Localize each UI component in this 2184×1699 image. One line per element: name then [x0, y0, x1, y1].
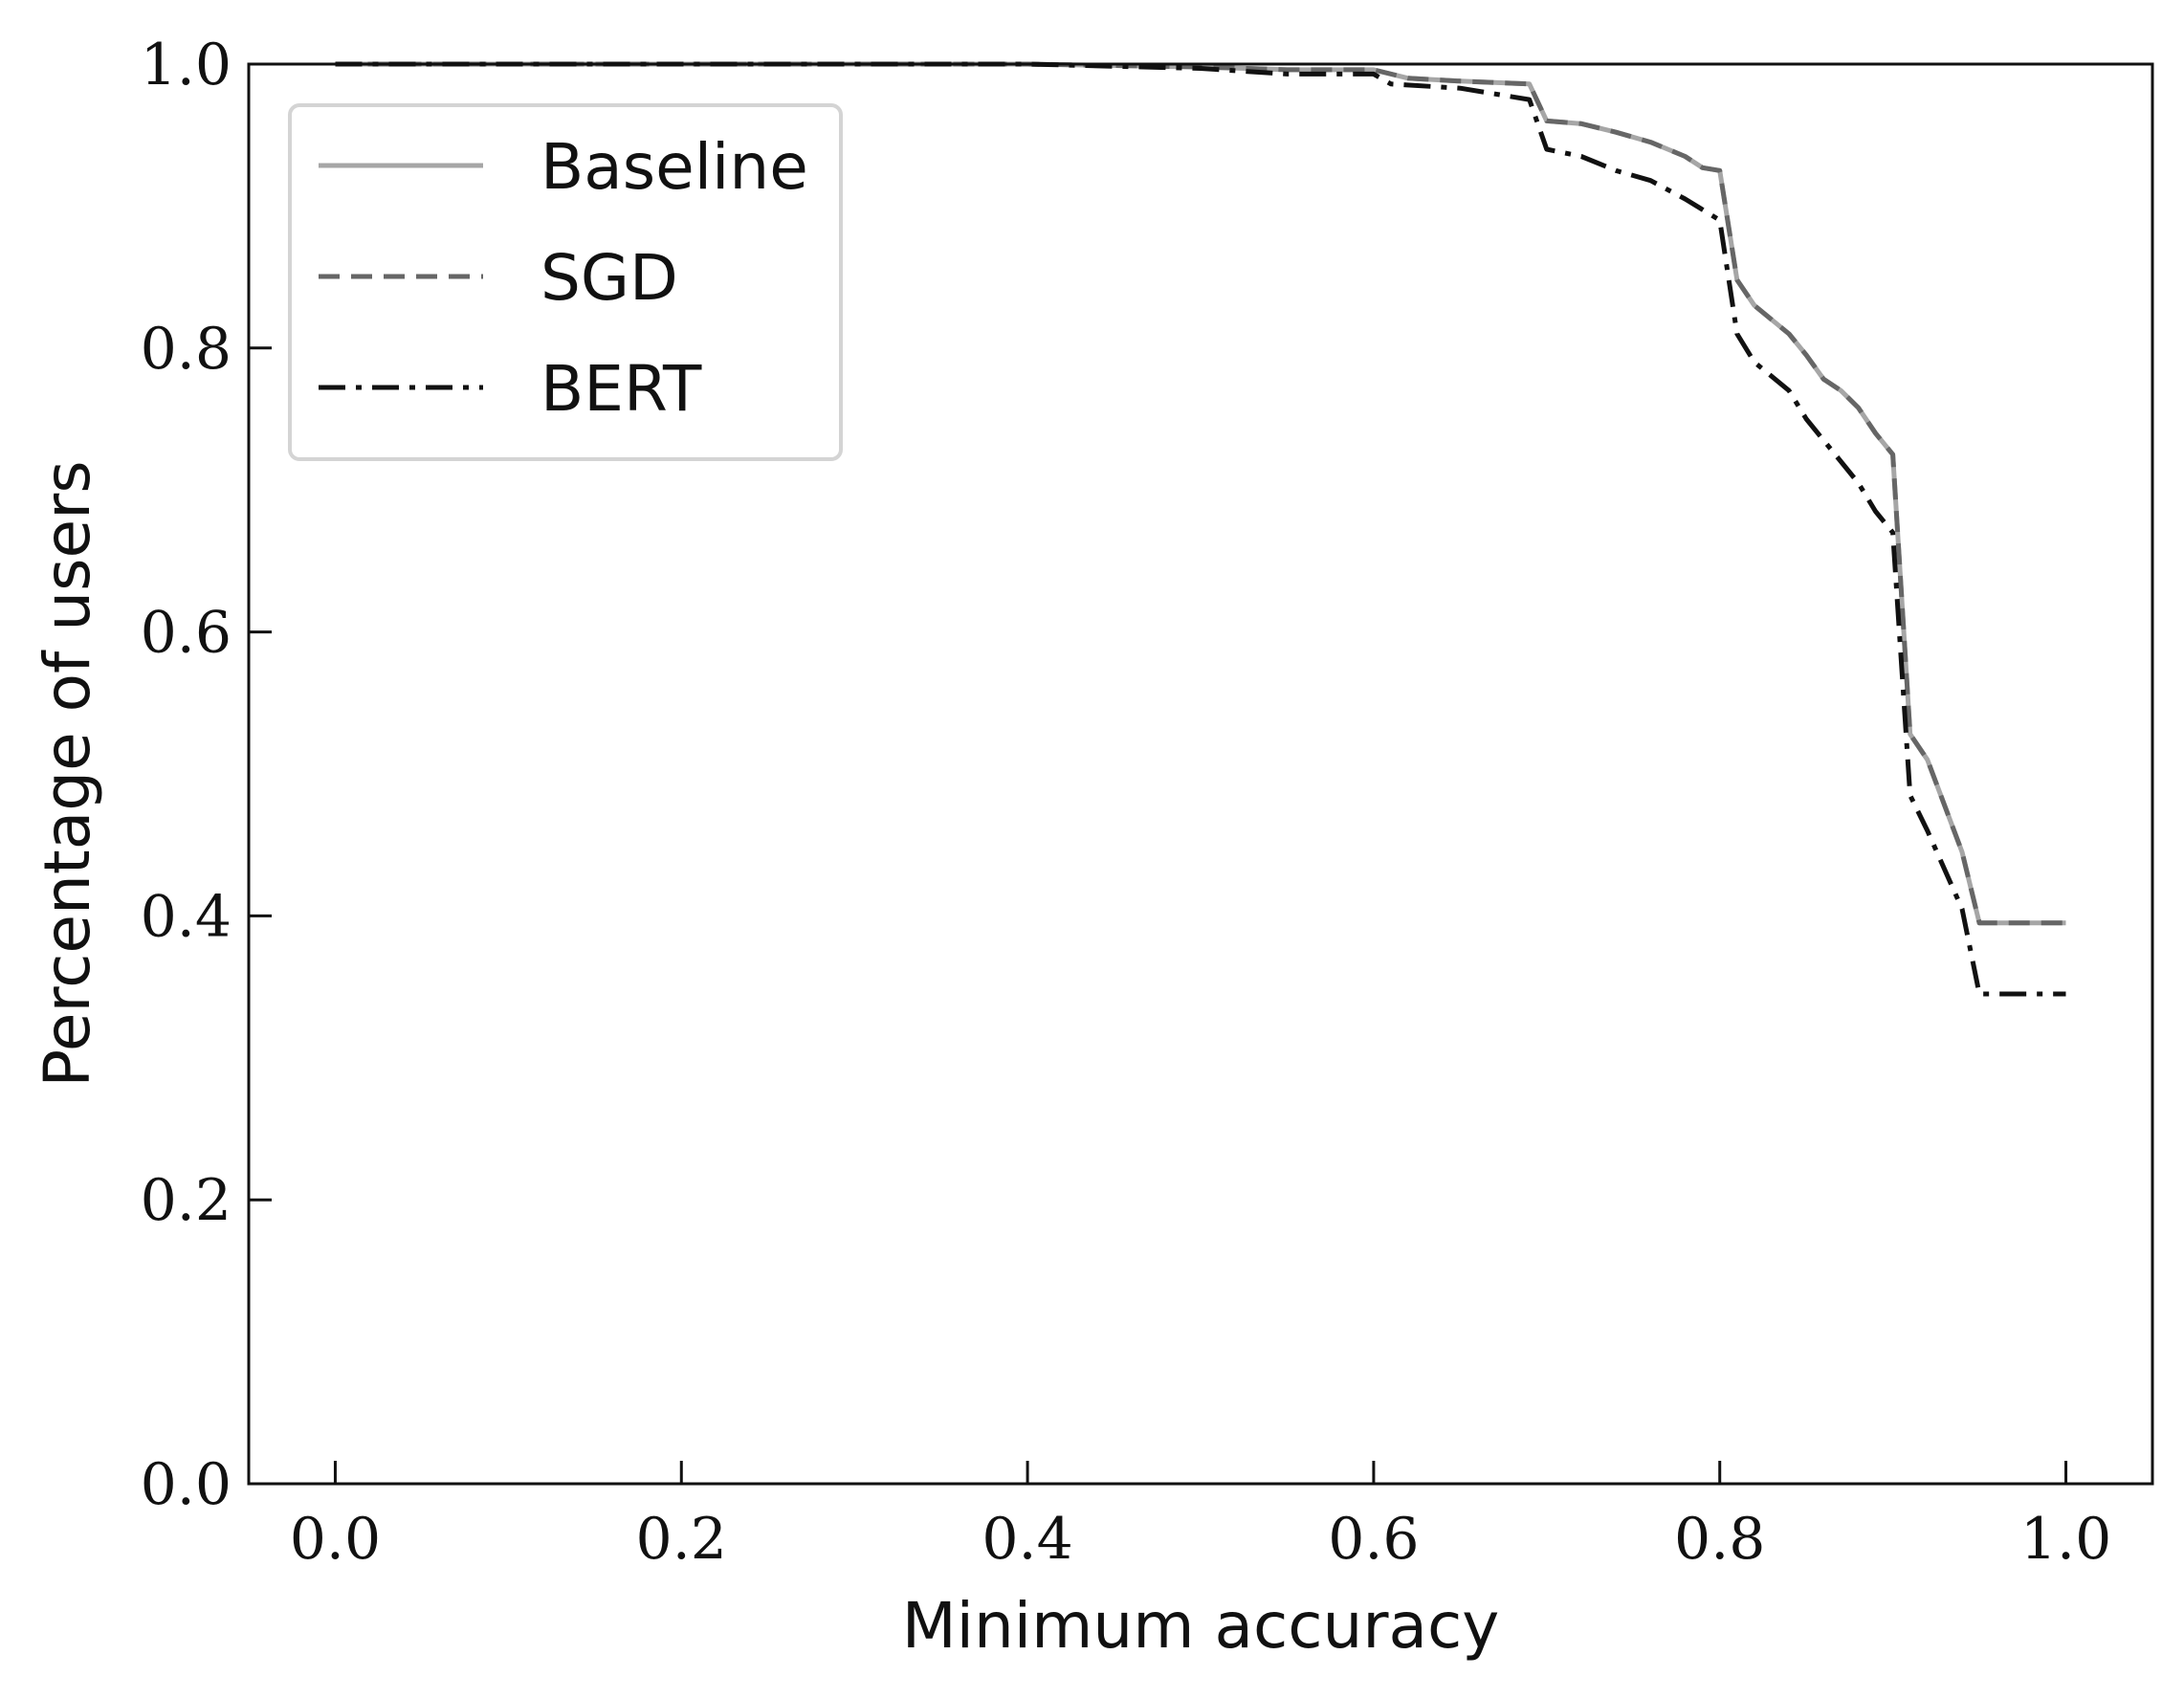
- x-tick-label: 1.0: [2020, 1506, 2111, 1573]
- plot-frame: [247, 62, 2154, 1486]
- ticks-layer: 0.0 0.2 0.4 0.6 0.8 1.0 0.0 0.2 0.4 0.6 0.8 1.0: [141, 32, 2112, 1573]
- legend-entries: Baseline SGD BERT: [319, 130, 808, 426]
- y-tick-label: 0.0: [141, 1451, 232, 1518]
- y-tick-label: 0.4: [141, 883, 232, 950]
- series-line-sgd: [335, 61, 2066, 926]
- x-axis-label: Minimum accuracy: [902, 1589, 1500, 1663]
- x-tick-label: 0.0: [290, 1506, 381, 1573]
- x-tick-label: 0.8: [1674, 1506, 1765, 1573]
- y-tick-label: 0.8: [141, 316, 232, 383]
- y-tick-label: 1.0: [141, 32, 232, 99]
- legend-label-sgd: SGD: [540, 241, 678, 315]
- legend: Baseline SGD BERT: [288, 103, 843, 461]
- x-tick-label: 0.2: [636, 1506, 727, 1573]
- legend-box: [288, 103, 843, 461]
- series-layer: [335, 61, 2066, 997]
- legend-label-bert: BERT: [540, 352, 702, 426]
- series-line-bert: [335, 61, 2066, 997]
- x-tick-label: 0.6: [1328, 1506, 1419, 1573]
- y-tick-label: 0.2: [141, 1167, 232, 1234]
- y-axis-label: Percentage of users: [31, 460, 104, 1087]
- x-tick-label: 0.4: [982, 1506, 1072, 1573]
- legend-label-baseline: Baseline: [540, 130, 808, 204]
- y-tick-label: 0.6: [141, 600, 232, 667]
